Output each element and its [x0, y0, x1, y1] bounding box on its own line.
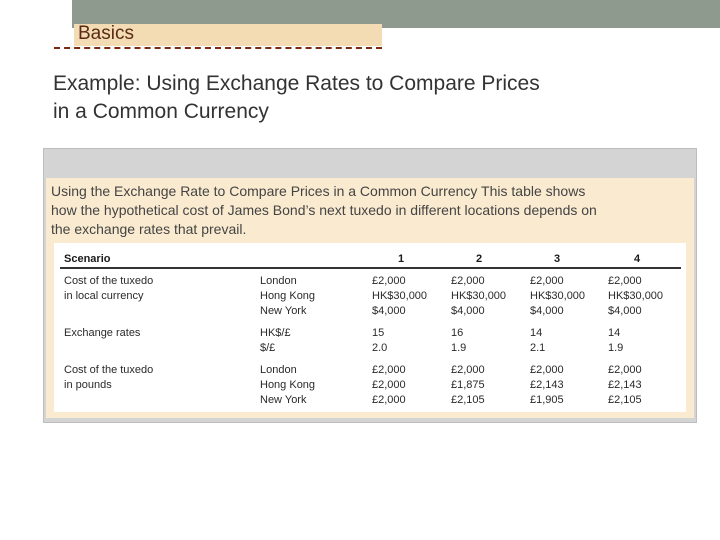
table-cell: $4,000: [530, 305, 564, 317]
location-label: $/£: [260, 342, 276, 354]
slide-title-line-1: Example: Using Exchange Rates to Compare…: [53, 72, 540, 95]
table-cell: $4,000: [372, 305, 406, 317]
table-cell: 1.9: [608, 342, 624, 354]
location-label: Hong Kong: [260, 379, 316, 391]
table-cell: £2,000: [608, 275, 642, 287]
table-cell: $4,000: [451, 305, 485, 317]
group-label: in pounds: [64, 379, 112, 391]
group-label: Cost of the tuxedo: [64, 275, 154, 287]
scenario-col-3: 3: [554, 253, 561, 265]
group-label: in local currency: [64, 290, 144, 302]
table-cell: 1.9: [451, 342, 467, 354]
exchange-rate-table: [54, 243, 686, 412]
header-rule: [60, 267, 681, 269]
table-cell: £2,105: [608, 394, 642, 406]
table-cell: £2,000: [451, 364, 485, 376]
table-cell: 14: [608, 327, 621, 339]
table-cell: 14: [530, 327, 543, 339]
location-label: New York: [260, 305, 307, 317]
caption-line-1: Using the Exchange Rate to Compare Price…: [51, 183, 586, 199]
table-cell: 2.0: [372, 342, 388, 354]
table-cell: 2.1: [530, 342, 546, 354]
table-cell: £2,105: [451, 394, 485, 406]
table-cell: £2,000: [530, 364, 564, 376]
table-cell: HK$30,000: [372, 290, 428, 302]
table-cell: £2,143: [608, 379, 642, 391]
scenario-col-1: 1: [398, 253, 405, 265]
scenario-header: Scenario: [64, 253, 111, 265]
top-decoration-bar: [0, 0, 720, 28]
top-bar-gap: [0, 0, 72, 28]
group-label: Cost of the tuxedo: [64, 364, 154, 376]
caption-line-2: how the hypothetical cost of James Bond’…: [51, 202, 597, 218]
table-cell: £2,000: [372, 364, 406, 376]
table-cell: £2,000: [372, 275, 406, 287]
table-cell: £1,875: [451, 379, 485, 391]
table-cell: £2,000: [372, 394, 406, 406]
table-cell: £1,905: [530, 394, 564, 406]
table-cell: £2,143: [530, 379, 564, 391]
location-label: London: [260, 364, 297, 376]
caption-line-3: the exchange rates that prevail.: [51, 221, 247, 237]
location-label: New York: [260, 394, 307, 406]
section-label: Basics: [74, 24, 382, 46]
location-label: London: [260, 275, 297, 287]
table-cell: 16: [451, 327, 464, 339]
group-label: Exchange rates: [64, 327, 141, 339]
table-cell: 15: [372, 327, 385, 339]
table-cell: £2,000: [372, 379, 406, 391]
slide-title-line-2: in a Common Currency: [53, 100, 269, 123]
table-cell: £2,000: [530, 275, 564, 287]
location-label: Hong Kong: [260, 290, 316, 302]
slide-title: Example: Using Exchange Rates to Compare…: [53, 70, 653, 126]
table-cell: £2,000: [451, 275, 485, 287]
scenario-col-4: 4: [634, 253, 641, 265]
location-label: HK$/£: [260, 327, 291, 339]
table-cell: HK$30,000: [451, 290, 507, 302]
table-cell: $4,000: [608, 305, 642, 317]
table-cell: £2,000: [608, 364, 642, 376]
table-cell: HK$30,000: [530, 290, 586, 302]
table-cell: HK$30,000: [608, 290, 664, 302]
scenario-col-2: 2: [476, 253, 483, 265]
section-divider: [54, 47, 382, 49]
figure-caption: Using the Exchange Rate to Compare Price…: [51, 182, 687, 239]
